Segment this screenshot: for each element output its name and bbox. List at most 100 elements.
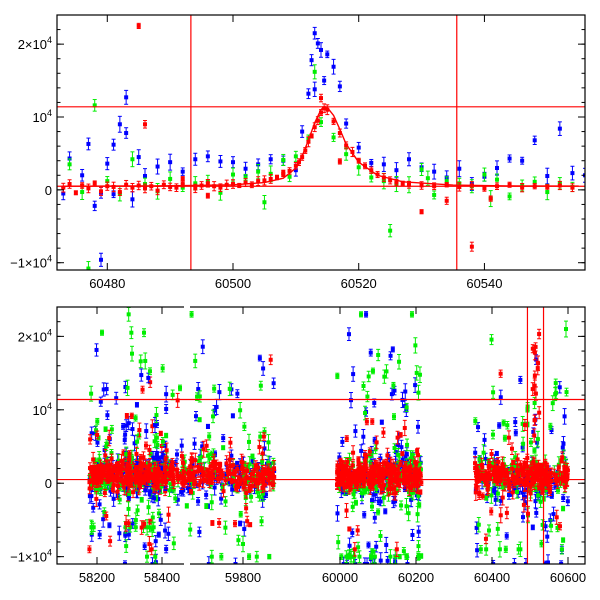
red-data-point bbox=[401, 479, 406, 486]
blue-data-point bbox=[257, 354, 262, 362]
green-data-point bbox=[211, 409, 216, 424]
top-plot-area bbox=[57, 15, 585, 270]
red-data-point bbox=[244, 469, 249, 486]
red-data-point bbox=[402, 419, 407, 437]
green-data-point bbox=[528, 437, 533, 447]
red-data-point bbox=[531, 456, 536, 468]
red-data-point bbox=[563, 473, 568, 487]
y-tick-label: 2×104 bbox=[18, 35, 52, 52]
green-data-point bbox=[516, 544, 521, 555]
green-data-point bbox=[138, 354, 143, 369]
red-data-point bbox=[381, 427, 386, 438]
green-data-point bbox=[124, 539, 129, 553]
green-data-point bbox=[135, 434, 140, 449]
green-data-point bbox=[473, 417, 478, 425]
blue-data-point bbox=[99, 252, 103, 267]
green-data-point bbox=[419, 553, 424, 559]
blue-data-point bbox=[378, 552, 383, 564]
red-data-point bbox=[408, 464, 413, 478]
red-data-point bbox=[240, 465, 245, 473]
blue-data-point bbox=[331, 58, 336, 75]
red-data-point bbox=[212, 453, 217, 471]
red-data-point bbox=[384, 470, 389, 476]
red-data-point bbox=[233, 475, 238, 488]
green-data-point bbox=[147, 367, 152, 376]
blue-data-point bbox=[545, 554, 550, 564]
red-data-point bbox=[261, 432, 266, 441]
red-data-point bbox=[356, 471, 361, 486]
blue-data-point bbox=[219, 492, 224, 505]
green-data-point bbox=[358, 311, 363, 318]
red-data-point bbox=[188, 488, 193, 495]
green-data-point bbox=[502, 434, 507, 442]
blue-data-point bbox=[221, 434, 226, 443]
blue-data-point bbox=[142, 542, 147, 551]
red-data-point bbox=[124, 413, 129, 419]
blue-data-point bbox=[497, 422, 502, 429]
red-data-point bbox=[151, 474, 156, 488]
red-data-point bbox=[100, 464, 105, 479]
blue-data-point bbox=[124, 127, 129, 139]
green-data-point bbox=[258, 380, 263, 391]
blue-data-point bbox=[192, 437, 197, 450]
blue-data-point bbox=[561, 494, 566, 503]
blue-data-point bbox=[312, 26, 317, 40]
red-data-point bbox=[409, 484, 414, 492]
axis-break-gap bbox=[184, 562, 190, 566]
red-data-point bbox=[485, 483, 490, 496]
green-data-point bbox=[153, 549, 158, 564]
green-data-point bbox=[219, 552, 224, 561]
green-data-point bbox=[406, 505, 411, 522]
red-data-point bbox=[244, 503, 249, 514]
red-data-point bbox=[509, 442, 514, 456]
blue-data-point bbox=[475, 542, 480, 558]
green-data-point bbox=[160, 364, 165, 373]
green-data-point bbox=[478, 545, 483, 554]
red-data-point bbox=[199, 462, 204, 477]
green-data-point bbox=[503, 545, 508, 553]
red-data-point bbox=[412, 468, 417, 481]
red-data-point bbox=[124, 514, 129, 532]
red-data-point bbox=[370, 464, 375, 480]
red-data-point bbox=[419, 209, 424, 215]
green-data-point bbox=[67, 158, 72, 171]
red-data-point bbox=[500, 489, 505, 506]
green-data-point bbox=[497, 541, 502, 558]
red-data-point bbox=[248, 474, 253, 484]
red-data-point bbox=[347, 477, 352, 495]
red-data-point bbox=[518, 464, 523, 476]
red-data-point bbox=[166, 506, 171, 523]
green-data-point bbox=[109, 424, 114, 434]
red-data-point bbox=[511, 459, 516, 465]
blue-data-point bbox=[166, 526, 171, 542]
y-tick-label: 0 bbox=[45, 476, 52, 491]
green-data-point bbox=[417, 501, 422, 509]
blue-data-point bbox=[562, 408, 567, 425]
blue-data-point bbox=[388, 351, 393, 361]
x-tick-label: 60480 bbox=[89, 276, 125, 291]
red-data-point bbox=[344, 503, 349, 518]
blue-data-point bbox=[474, 521, 479, 535]
green-data-point bbox=[417, 366, 422, 384]
y-tick-label: −1×104 bbox=[10, 548, 52, 565]
green-data-point bbox=[173, 493, 178, 503]
green-data-point bbox=[242, 422, 247, 432]
red-data-point bbox=[537, 406, 542, 420]
red-data-point bbox=[179, 451, 184, 461]
green-data-point bbox=[241, 535, 246, 553]
blue-data-point bbox=[163, 522, 168, 539]
blue-data-point bbox=[557, 121, 562, 136]
blue-data-point bbox=[512, 558, 517, 564]
blue-data-point bbox=[136, 149, 141, 165]
x-tick-label: 58400 bbox=[144, 570, 180, 585]
blue-data-point bbox=[457, 160, 462, 178]
red-data-point bbox=[469, 241, 474, 252]
red-data-point bbox=[107, 429, 112, 447]
green-data-point bbox=[178, 384, 183, 392]
green-data-point bbox=[335, 372, 340, 380]
blue-data-point bbox=[507, 154, 512, 163]
green-data-point bbox=[212, 384, 217, 393]
red-data-point bbox=[248, 522, 253, 528]
red-data-point bbox=[143, 120, 147, 129]
